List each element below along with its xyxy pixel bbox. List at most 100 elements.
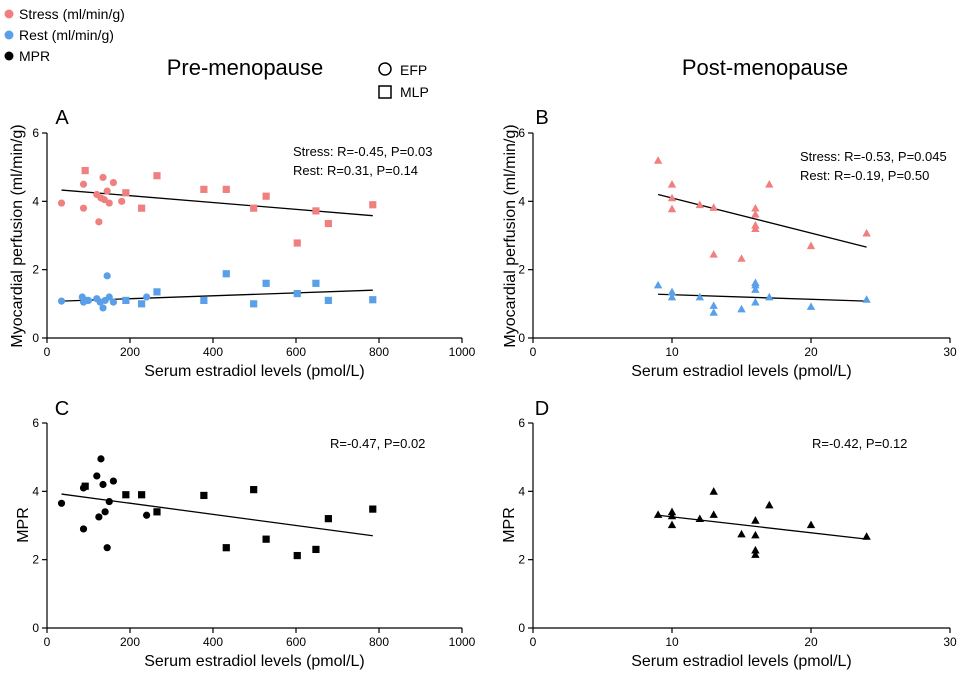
x-tick-label: 600 (286, 635, 306, 649)
y-tick-label: 6 (32, 126, 39, 140)
legend-rest-marker (4, 30, 14, 40)
data-point (695, 292, 704, 301)
data-point (709, 250, 718, 258)
data-point (751, 516, 760, 524)
y-axis-label: MPR (501, 507, 518, 543)
stat-annotation: Stress: R=-0.45, P=0.03 (293, 144, 432, 159)
data-point (81, 166, 89, 175)
data-point (862, 295, 871, 303)
x-tick-label: 800 (369, 635, 389, 649)
data-point (293, 289, 301, 298)
data-point (709, 203, 718, 211)
data-point (138, 204, 146, 212)
stat-annotation: Rest: R=0.31, P=0.14 (293, 163, 418, 178)
data-point (751, 530, 760, 539)
x-tick-label: 0 (530, 345, 537, 359)
data-point (101, 508, 109, 516)
panel-letter-d: D (535, 398, 549, 420)
y-tick-label: 4 (518, 484, 525, 498)
data-point (667, 287, 677, 296)
data-point (262, 192, 270, 200)
data-point (109, 477, 117, 485)
data-point (667, 520, 677, 529)
x-tick-label: 400 (203, 345, 223, 359)
data-point (122, 296, 130, 305)
x-tick-label: 0 (44, 635, 51, 649)
data-point (369, 505, 377, 513)
data-point (122, 189, 130, 197)
header-pre-menopause: Pre-menopause (167, 55, 324, 80)
data-point (862, 532, 871, 540)
data-point (153, 288, 161, 296)
data-point (200, 491, 208, 500)
data-point (709, 510, 718, 518)
data-point (653, 510, 663, 518)
data-point (653, 156, 663, 164)
data-point (751, 210, 760, 218)
data-point (109, 298, 117, 306)
x-tick-label: 800 (369, 345, 389, 359)
x-tick-label: 200 (120, 635, 140, 649)
legend-efp-marker (378, 62, 392, 76)
x-tick-label: 1000 (449, 345, 476, 359)
x-axis-label: Serum estradiol levels (pmol/L) (631, 363, 852, 380)
data-point (57, 499, 66, 507)
data-point (667, 292, 677, 301)
x-axis-label: Serum estradiol levels (pmol/L) (144, 363, 365, 380)
data-point (138, 300, 146, 308)
data-point (81, 482, 89, 490)
data-point (105, 497, 113, 506)
data-point (57, 297, 66, 305)
data-point (93, 472, 101, 480)
data-point (862, 228, 871, 237)
x-tick-label: 0 (530, 635, 537, 649)
legend-mpr-marker (4, 51, 14, 61)
legend-mpr-label: MPR (19, 48, 50, 64)
y-tick-label: 4 (32, 194, 39, 208)
data-point (79, 525, 88, 533)
data-point (765, 180, 774, 188)
panel-d: 0 10 20 30 0 2 4 6 Serum estradiol levels (pmol/… (501, 398, 957, 670)
data-point (667, 511, 677, 520)
data-point (324, 219, 332, 228)
data-point (262, 535, 270, 543)
legend-mlp-label: MLP (400, 84, 429, 100)
data-point (751, 550, 760, 558)
panel-c: 0 200 400 600 800 1000 0 2 4 6 Serum estradiol lev… (15, 398, 476, 670)
data-point (312, 207, 320, 215)
y-tick-label: 0 (518, 621, 525, 635)
stat-annotation: Stress: R=-0.53, P=0.045 (800, 149, 947, 164)
x-axis-label: Serum estradiol levels (pmol/L) (631, 653, 852, 670)
x-tick-label: 0 (44, 345, 51, 359)
data-point (122, 491, 130, 499)
y-axis-label: Myocardial perfusion (ml/min/g) (9, 124, 26, 347)
x-tick-label: 20 (804, 635, 818, 649)
data-point (667, 507, 677, 516)
legend-top-left: Stress (ml/min/g) Rest (ml/min/g) MPR (4, 6, 125, 64)
data-point (667, 193, 677, 202)
panel-letter-b: B (535, 107, 548, 129)
data-point (293, 551, 301, 560)
y-tick-label: 2 (32, 553, 39, 567)
data-point (109, 178, 117, 187)
x-tick-label: 200 (120, 345, 140, 359)
panel-a: 0 200 400 600 800 1000 0 2 4 6 Serum estradiol lev… (9, 107, 476, 380)
y-tick-label: 4 (518, 194, 525, 208)
legend-stress-marker (4, 9, 14, 19)
data-point (79, 204, 88, 212)
data-point (57, 199, 66, 207)
data-point (324, 296, 332, 305)
legend-shapes: EFP MLP (378, 62, 429, 100)
data-point (369, 201, 377, 209)
y-axis-label: MPR (15, 507, 32, 543)
data-point (765, 292, 774, 301)
data-point (751, 285, 760, 293)
y-tick-label: 4 (32, 484, 39, 498)
x-tick-label: 1000 (449, 635, 476, 649)
data-point (667, 180, 677, 188)
data-point (138, 491, 146, 499)
x-tick-label: 400 (203, 635, 223, 649)
stat-annotation: R=-0.47, P=0.02 (330, 436, 425, 451)
